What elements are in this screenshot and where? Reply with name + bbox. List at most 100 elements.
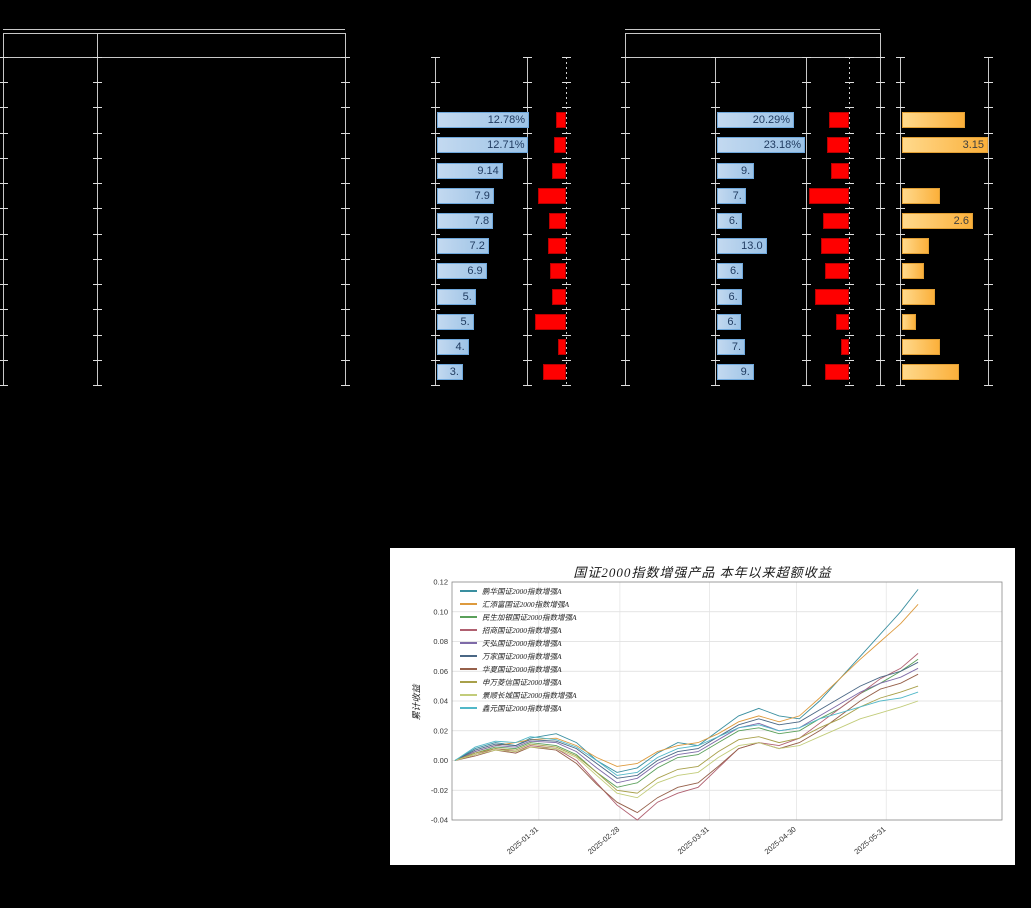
row-boundary-tick bbox=[621, 183, 630, 185]
row-boundary-tick bbox=[431, 82, 440, 84]
row-boundary-tick bbox=[711, 57, 720, 58]
row-boundary-tick bbox=[896, 208, 905, 210]
row-boundary-tick bbox=[711, 334, 720, 336]
row-boundary-tick bbox=[845, 309, 854, 311]
ratio-bar bbox=[902, 288, 935, 305]
row-boundary-tick bbox=[523, 183, 532, 185]
excess-return-left-bar: 4. bbox=[437, 339, 469, 356]
excess-return-left-bar: 12.78% bbox=[437, 112, 529, 129]
row-boundary-tick bbox=[984, 309, 993, 311]
excess-return-left-bar: 9.14 bbox=[437, 162, 503, 179]
legend-line-swatch bbox=[460, 616, 477, 618]
row-boundary-tick bbox=[984, 82, 993, 84]
row-boundary-tick bbox=[802, 309, 811, 311]
excess-return-left-bar: 6.9 bbox=[437, 263, 487, 280]
row-boundary-tick bbox=[711, 157, 720, 159]
row-boundary-tick bbox=[845, 157, 854, 159]
excess-return-right-bar: 6. bbox=[717, 313, 741, 330]
row-boundary-tick bbox=[711, 359, 720, 361]
legend-line-swatch bbox=[460, 590, 477, 592]
x-tick-label: 2025-01-31 bbox=[505, 825, 540, 857]
row-boundary-tick bbox=[341, 132, 350, 134]
row-boundary-tick bbox=[341, 309, 350, 311]
legend-line-swatch bbox=[460, 629, 477, 631]
y-tick-label: 0.12 bbox=[433, 578, 448, 587]
table-grid-vline bbox=[988, 57, 989, 385]
row-boundary-tick bbox=[523, 385, 532, 386]
row-boundary-tick bbox=[431, 309, 440, 311]
row-boundary-tick bbox=[896, 258, 905, 260]
row-boundary-tick bbox=[876, 57, 885, 58]
row-boundary-tick bbox=[896, 309, 905, 311]
x-tick-label: 2025-02-28 bbox=[586, 825, 621, 857]
row-boundary-tick bbox=[876, 82, 885, 84]
excess-return-left-bar: 5. bbox=[437, 313, 474, 330]
row-boundary-tick bbox=[93, 258, 102, 260]
weekly-change-right-bar bbox=[828, 112, 849, 129]
excess-return-left-bar: 3. bbox=[437, 364, 463, 381]
ratio-bar bbox=[902, 364, 960, 381]
row-boundary-tick bbox=[876, 359, 885, 361]
y-tick-label: 0.02 bbox=[433, 726, 448, 735]
row-boundary-tick bbox=[341, 183, 350, 185]
row-boundary-tick bbox=[802, 183, 811, 185]
row-boundary-tick bbox=[562, 132, 571, 134]
row-boundary-tick bbox=[896, 82, 905, 84]
weekly-change-right-bar bbox=[835, 313, 849, 330]
row-boundary-tick bbox=[876, 309, 885, 311]
legend-line-swatch bbox=[460, 642, 477, 644]
excess-return-right-bar: 6. bbox=[717, 213, 743, 229]
row-boundary-tick bbox=[523, 284, 532, 286]
row-boundary-tick bbox=[984, 208, 993, 210]
row-boundary-tick bbox=[984, 57, 993, 58]
row-boundary-tick bbox=[431, 157, 440, 159]
row-boundary-tick bbox=[876, 132, 885, 134]
row-boundary-tick bbox=[984, 284, 993, 286]
row-boundary-tick bbox=[711, 132, 720, 134]
row-boundary-tick bbox=[523, 157, 532, 159]
row-boundary-tick bbox=[93, 385, 102, 386]
row-boundary-tick bbox=[802, 107, 811, 109]
row-boundary-tick bbox=[562, 233, 571, 235]
row-boundary-tick bbox=[0, 183, 8, 185]
weekly-change-right-bar bbox=[820, 238, 849, 255]
row-boundary-tick bbox=[621, 132, 630, 134]
row-boundary-tick bbox=[621, 208, 630, 210]
excess-return-right-bar: 20.29% bbox=[717, 112, 795, 129]
legend-line-swatch bbox=[460, 668, 477, 670]
row-boundary-tick bbox=[93, 233, 102, 235]
row-boundary-tick bbox=[523, 334, 532, 336]
legend-label: 万家国证2000指数增强A bbox=[482, 651, 562, 661]
x-tick-label: 2025-05-31 bbox=[852, 825, 887, 857]
table-grid-vline bbox=[900, 57, 901, 385]
row-boundary-tick bbox=[896, 157, 905, 159]
row-boundary-tick bbox=[341, 334, 350, 336]
row-boundary-tick bbox=[845, 107, 854, 109]
legend-item: 华夏国证2000指数增强A bbox=[460, 664, 577, 674]
row-boundary-tick bbox=[984, 107, 993, 109]
row-boundary-tick bbox=[431, 284, 440, 286]
row-boundary-tick bbox=[562, 309, 571, 311]
row-boundary-tick bbox=[621, 284, 630, 286]
legend-item: 民生加银国证2000指数增强A bbox=[460, 612, 577, 622]
row-boundary-tick bbox=[621, 385, 630, 386]
excess-return-left-bar: 7.2 bbox=[437, 238, 489, 255]
row-boundary-tick bbox=[93, 183, 102, 185]
row-boundary-tick bbox=[876, 334, 885, 336]
row-boundary-tick bbox=[523, 82, 532, 84]
row-boundary-tick bbox=[984, 183, 993, 185]
plot-border bbox=[451, 581, 1003, 821]
series-line bbox=[454, 691, 919, 776]
row-boundary-tick bbox=[341, 284, 350, 286]
row-boundary-tick bbox=[341, 107, 350, 109]
legend-label: 申万菱信国证2000增强A bbox=[482, 677, 562, 687]
row-boundary-tick bbox=[0, 233, 8, 235]
ratio-bar bbox=[902, 187, 941, 204]
legend-label: 鹏华国证2000指数增强A bbox=[482, 586, 562, 596]
row-boundary-tick bbox=[802, 385, 811, 386]
weekly-change-left-bar bbox=[534, 313, 566, 330]
weekly-change-left-bar bbox=[552, 288, 566, 305]
row-boundary-tick bbox=[711, 82, 720, 84]
row-boundary-tick bbox=[523, 107, 532, 109]
row-boundary-tick bbox=[896, 334, 905, 336]
